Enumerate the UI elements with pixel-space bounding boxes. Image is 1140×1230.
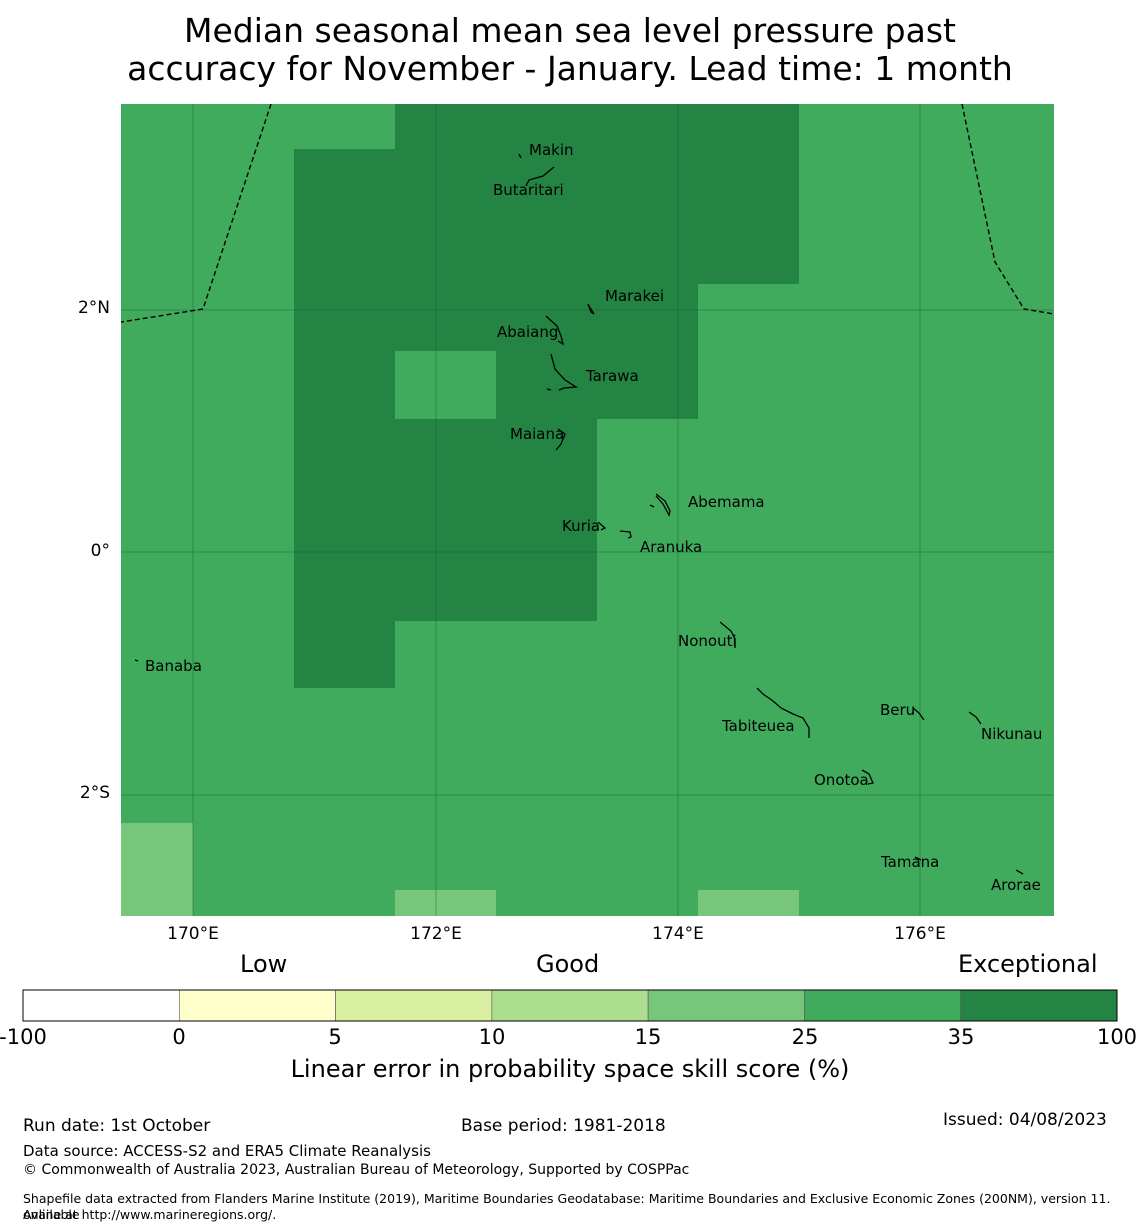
lon-label-176e: 176°E [894,924,946,944]
place-label-aranuka: Aranuka [640,538,702,556]
moderate-skill-cell [121,823,193,916]
place-label-marakei: Marakei [605,287,664,305]
skill-map: Makin Butaritari Marakei Abaiang Tarawa … [121,104,1054,916]
base-period: Base period: 1981-2018 [461,1116,666,1136]
colorbar-tick: 0 [172,1025,186,1049]
place-label-butaritari: Butaritari [493,181,564,199]
shapefile-credit-line2: online at http://www.marineregions.org/. [23,1207,277,1222]
moderate-skill-cell [395,890,496,916]
place-label-onotoa: Onotoa [814,771,869,789]
colorbar-segment [22,989,180,1022]
colorbar-tick: -100 [0,1025,47,1049]
colorbar-label: Linear error in probability space skill … [290,1055,850,1083]
colorbar-tick: 25 [791,1025,819,1049]
colorbar-tick: 100 [1096,1025,1138,1049]
colorbar-tick: 10 [478,1025,506,1049]
chart-title-line1: Median seasonal mean sea level pressure … [184,11,956,50]
data-source: Data source: ACCESS-S2 and ERA5 Climate … [23,1142,431,1160]
lat-label-equator: 0° [90,541,110,561]
place-label-nikunau: Nikunau [981,725,1042,743]
chart-title-line2: accuracy for November - January. Lead ti… [127,49,1013,88]
colorbar-segment [647,989,805,1022]
place-label-kuria: Kuria [562,517,600,535]
shapefile-credit-line1: Shapefile data extracted from Flanders M… [23,1191,1111,1222]
issued-date: Issued: 04/08/2023 [943,1110,1107,1130]
colorbar-tick: 5 [328,1025,342,1049]
place-label-tamana: Tamana [880,853,939,871]
place-label-makin: Makin [529,141,574,159]
colorbar-tick: 35 [947,1025,975,1049]
colorbar-segment [804,989,962,1022]
place-label-beru: Beru [880,701,915,719]
place-label-nonouti: Nonouti [678,632,737,650]
exceptional-skill-region [294,104,799,688]
place-label-abaiang: Abaiang [497,323,558,341]
place-label-abemama: Abemama [688,493,765,511]
colorbar-category-exceptional: Exceptional [958,950,1098,978]
colorbar-segment [960,989,1118,1022]
colorbar-segment [335,989,493,1022]
graticule [121,104,1054,916]
lat-label-2n: 2°N [77,298,110,318]
colorbar-category-low: Low [240,950,288,978]
place-label-maiana: Maiana [510,425,564,443]
colorbar [22,989,1118,1022]
place-label-tabiteuea: Tabiteuea [721,717,795,735]
moderate-skill-cell [698,890,799,916]
colorbar-segment [491,989,649,1022]
colorbar-category-good: Good [536,950,600,978]
eez-boundary [121,104,1054,323]
colorbar-segment [178,989,336,1022]
good-skill-cell [395,351,496,419]
lon-label-172e: 172°E [410,924,462,944]
run-date: Run date: 1st October [23,1116,211,1136]
lon-label-170e: 170°E [167,924,219,944]
colorbar-tick: 15 [634,1025,662,1049]
lat-label-2s: 2°S [79,783,110,803]
copyright: © Commonwealth of Australia 2023, Austra… [23,1162,690,1178]
place-label-banaba: Banaba [145,657,202,675]
lon-label-174e: 174°E [652,924,704,944]
island-outlines [134,153,1024,875]
place-label-arorae: Arorae [991,876,1041,894]
place-label-tarawa: Tarawa [585,367,639,385]
